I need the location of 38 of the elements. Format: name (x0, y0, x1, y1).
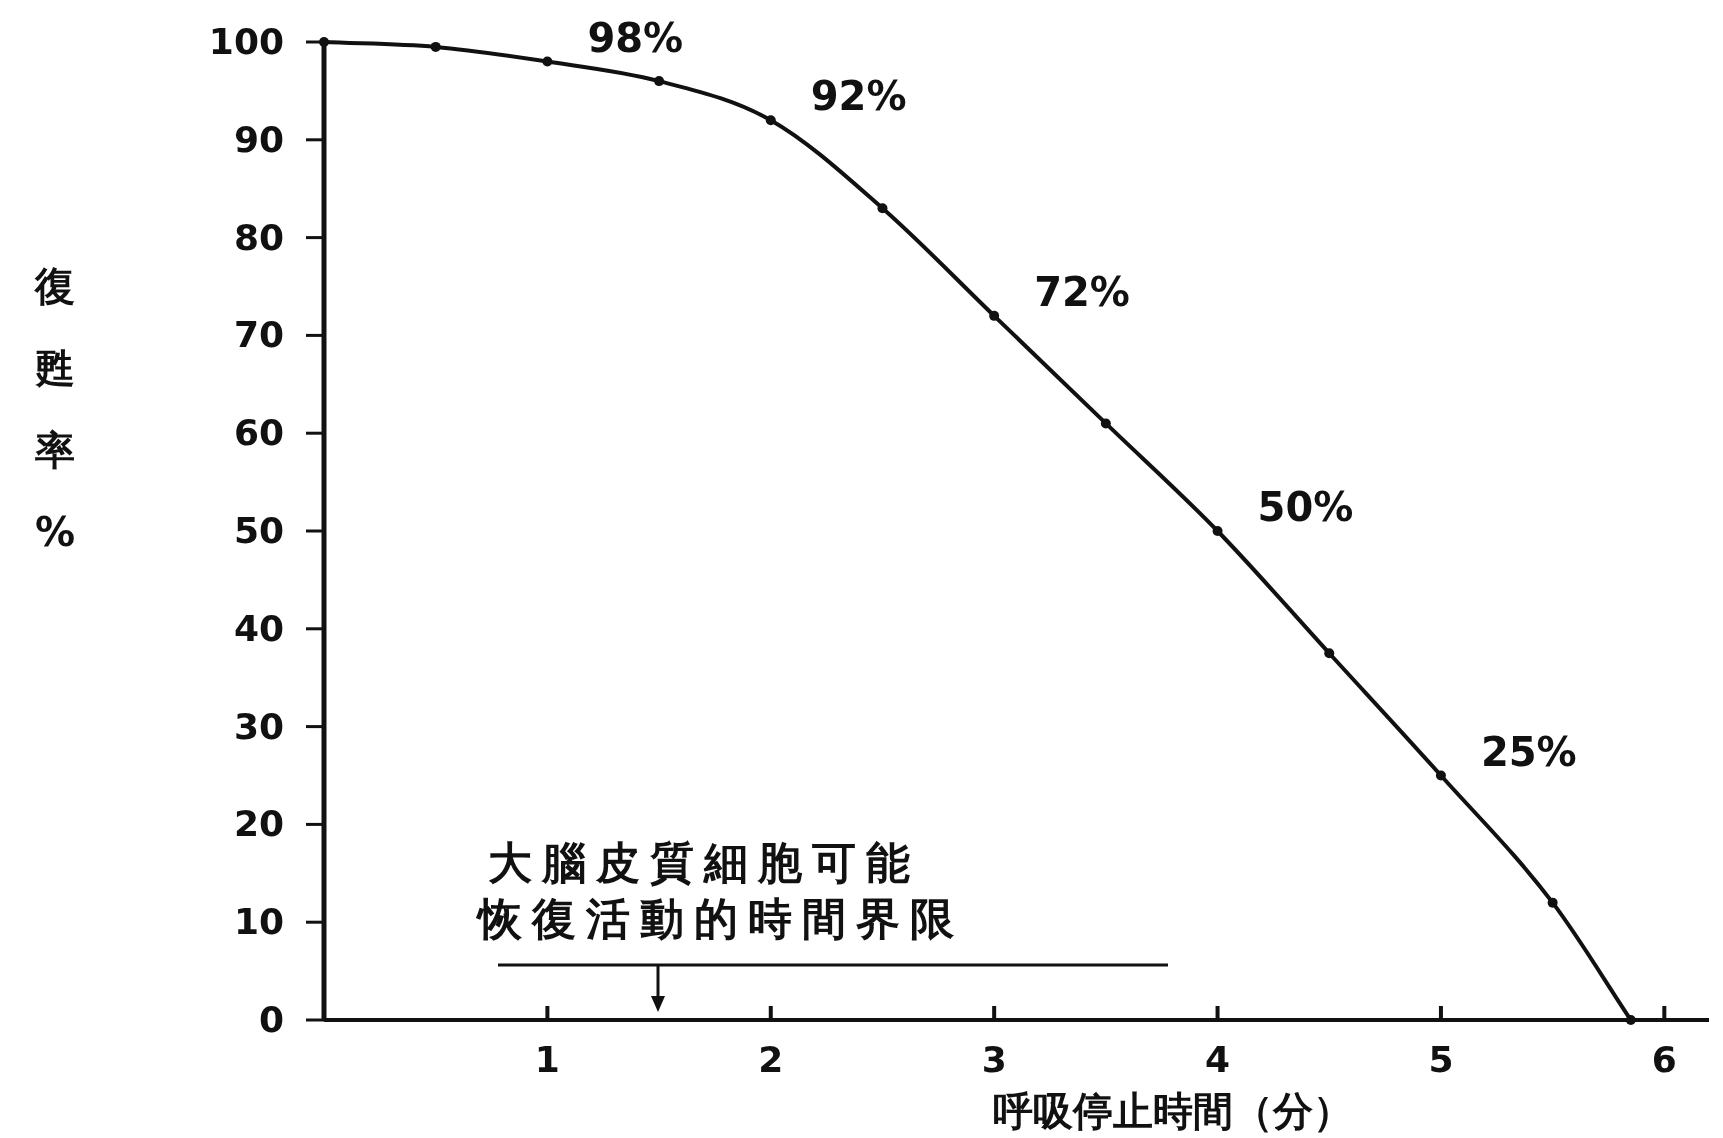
x-tick-label: 1 (534, 1039, 560, 1080)
y-tick-label: 40 (233, 607, 284, 649)
x-axis-title: 呼吸停止時間（分） (992, 1088, 1353, 1134)
y-tick-label: 60 (233, 412, 284, 454)
data-label: 98% (587, 14, 684, 61)
point (1435, 770, 1446, 781)
y-tick-label: 100 (208, 21, 284, 62)
point (430, 41, 441, 52)
y-tick-label: 80 (233, 216, 284, 258)
point (542, 56, 553, 67)
x-tick-label: 3 (981, 1039, 1007, 1080)
data-label: 92% (810, 73, 907, 120)
x-tick-label: 5 (1428, 1039, 1454, 1080)
point (1625, 1015, 1636, 1025)
point (1547, 897, 1558, 908)
x-tick-label: 4 (1205, 1039, 1231, 1080)
point (654, 76, 665, 87)
data-label: 25% (1480, 728, 1577, 775)
y-axis-title: 復甦率% (34, 263, 76, 555)
x-tick-label: 2 (758, 1039, 784, 1080)
point (765, 115, 776, 126)
point (1212, 526, 1223, 536)
x-tick-label: 6 (1651, 1039, 1677, 1080)
y-tick-label: 20 (233, 803, 284, 845)
data-label: 72% (1034, 268, 1130, 315)
data-label: 50% (1257, 484, 1354, 530)
point (1100, 418, 1111, 429)
annotation: 大腦皮質細胞可能恢復活動的時間界限 (475, 837, 964, 944)
y-tick-label: 30 (233, 705, 284, 747)
y-tick-label: 0 (258, 999, 284, 1040)
y-tick-label: 70 (233, 314, 284, 356)
point (877, 203, 888, 214)
y-tick-label: 50 (233, 510, 284, 551)
y-tick-label: 10 (233, 901, 284, 943)
y-tick-label: 90 (233, 118, 284, 160)
point (1324, 648, 1335, 659)
point (319, 37, 329, 47)
point (989, 310, 1000, 321)
